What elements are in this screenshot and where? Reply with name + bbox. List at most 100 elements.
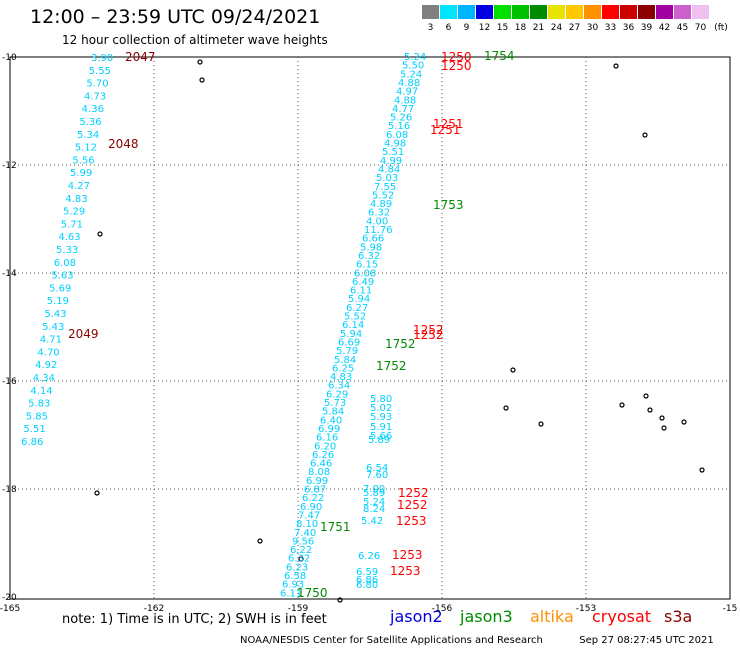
swh-reading-mid: 6.29: [326, 389, 348, 400]
swh-reading-right: 5.89: [368, 435, 390, 446]
swh-reading-right: 5.80: [370, 394, 392, 405]
swh-reading-right: 6.86: [356, 575, 378, 586]
legend-label-9: 9: [463, 23, 470, 33]
map-subtitle: 12 hour collection of altimeter wave hei…: [62, 33, 328, 47]
lat-label: -14: [2, 269, 17, 279]
island: [510, 367, 516, 373]
swh-reading-mid: 6.22: [302, 493, 324, 504]
swh-reading-left: 5.33: [56, 245, 78, 256]
swh-reading-mid: 6.16: [316, 433, 338, 444]
time-label-left: 2049: [68, 327, 99, 341]
time-label-mid-red: 1252: [413, 328, 444, 342]
swh-reading-right: 5.91: [370, 422, 392, 433]
legend-swatch-45: [674, 5, 691, 19]
lat-label: -16: [2, 377, 17, 387]
swh-reading-right: 6.80: [356, 580, 378, 591]
legend-label-70: 70: [694, 23, 707, 33]
time-label-right: 1252: [398, 486, 429, 500]
swh-reading-mid: 6.90: [300, 502, 322, 513]
swh-reading-right: 6.59: [356, 567, 378, 578]
swh-reading-left: 4.70: [37, 347, 59, 358]
swh-reading-mid: 4.89: [370, 199, 392, 210]
swh-reading-mid: 5.98: [360, 242, 382, 253]
swh-reading-mid: 6.15: [356, 260, 378, 271]
swh-reading-left: 6.86: [21, 437, 43, 448]
swh-reading-mid: 6.93: [282, 580, 304, 591]
legend-swatch-3: [422, 5, 439, 19]
legend-swatch-33: [602, 5, 619, 19]
swh-reading-left: 5.43: [42, 322, 64, 333]
swh-reading-left: 4.73: [84, 91, 106, 102]
satellite-altika: altika: [530, 607, 574, 626]
island: [298, 556, 304, 562]
swh-reading-left: 5.29: [63, 207, 85, 218]
swh-reading-mid: 6.08: [354, 268, 376, 279]
swh-reading-mid: 8.08: [308, 467, 330, 478]
swh-reading-mid: 4.83: [330, 372, 352, 383]
swh-reading-mid: 4.98: [384, 139, 406, 150]
time-label-mid-red: 1250: [441, 50, 472, 64]
swh-reading-left: 4.36: [82, 104, 104, 115]
generated-timestamp: Sep 27 08:27:45 UTC 2021: [579, 635, 714, 646]
swh-reading-mid: 6.20: [314, 441, 336, 452]
island: [619, 402, 625, 408]
swh-reading-mid: 5.52: [344, 312, 366, 323]
lon-label: -162: [144, 604, 164, 614]
swh-reading-mid: 6.32: [288, 554, 310, 565]
island: [681, 419, 687, 425]
swh-reading-mid: 6.08: [386, 130, 408, 141]
island: [97, 231, 103, 237]
swh-reading-left: 4.63: [58, 232, 80, 243]
island: [199, 77, 205, 83]
time-label-right: 1253: [390, 564, 421, 578]
legend-swatch-27: [566, 5, 583, 19]
legend-label-39: 39: [640, 23, 653, 33]
island: [661, 425, 667, 431]
legend-swatch-36: [620, 5, 637, 19]
legend-swatch-24: [548, 5, 565, 19]
swh-reading-mid: 4.97: [396, 87, 418, 98]
swh-reading-left: 3.90: [91, 53, 113, 64]
swh-reading-left: 5.70: [86, 79, 108, 90]
lon-label: -165: [0, 604, 20, 614]
legend-swatch-42: [656, 5, 673, 19]
time-label-right: 1252: [397, 498, 428, 512]
lon-label: -15: [723, 604, 738, 614]
legend-label-21: 21: [532, 23, 545, 33]
map-title: 12:00 – 23:59 UTC 09/24/2021: [30, 6, 321, 28]
lon-label: -156: [432, 604, 453, 614]
swh-reading-mid: 5.84: [334, 355, 356, 366]
swh-reading-mid: 5.94: [340, 329, 362, 340]
swh-reading-left: 4.83: [65, 194, 87, 205]
island: [659, 415, 665, 421]
legend-swatch-18: [512, 5, 529, 19]
legend-label-36: 36: [622, 23, 635, 33]
swh-reading-left: 4.71: [40, 335, 62, 346]
swh-reading-mid: 5.52: [372, 190, 394, 201]
legend-label-18: 18: [514, 23, 527, 33]
swh-reading-right: 7.00: [363, 484, 385, 495]
swh-reading-mid: 7.40: [294, 528, 316, 539]
swh-reading-left: 6.08: [54, 258, 76, 269]
island: [642, 132, 648, 138]
swh-reading-mid: 4.00: [366, 216, 388, 227]
swh-reading-mid: 5.94: [348, 294, 370, 305]
swh-reading-mid: 5.79: [336, 346, 358, 357]
time-label-mid-green: 1753: [433, 198, 464, 212]
legend-swatch-6: [440, 5, 457, 19]
time-label-mid-green: 1754: [484, 49, 515, 63]
lat-label: -12: [2, 161, 17, 171]
swh-reading-left: 5.56: [72, 155, 94, 166]
swh-reading-mid: 5.26: [390, 113, 412, 124]
swh-reading-mid: 6.87: [304, 485, 326, 496]
swh-reading-right: 5.93: [370, 412, 392, 423]
time-label-mid-green: 1752: [385, 337, 416, 351]
swh-reading-mid: 6.32: [358, 251, 380, 262]
swh-reading-mid: 6.32: [368, 208, 390, 219]
satellite-cryosat: cryosat: [592, 607, 652, 626]
legend-label-15: 15: [496, 23, 509, 33]
swh-reading-mid: 6.40: [320, 415, 342, 426]
swh-reading-mid: 6.49: [352, 277, 374, 288]
island: [257, 538, 263, 544]
